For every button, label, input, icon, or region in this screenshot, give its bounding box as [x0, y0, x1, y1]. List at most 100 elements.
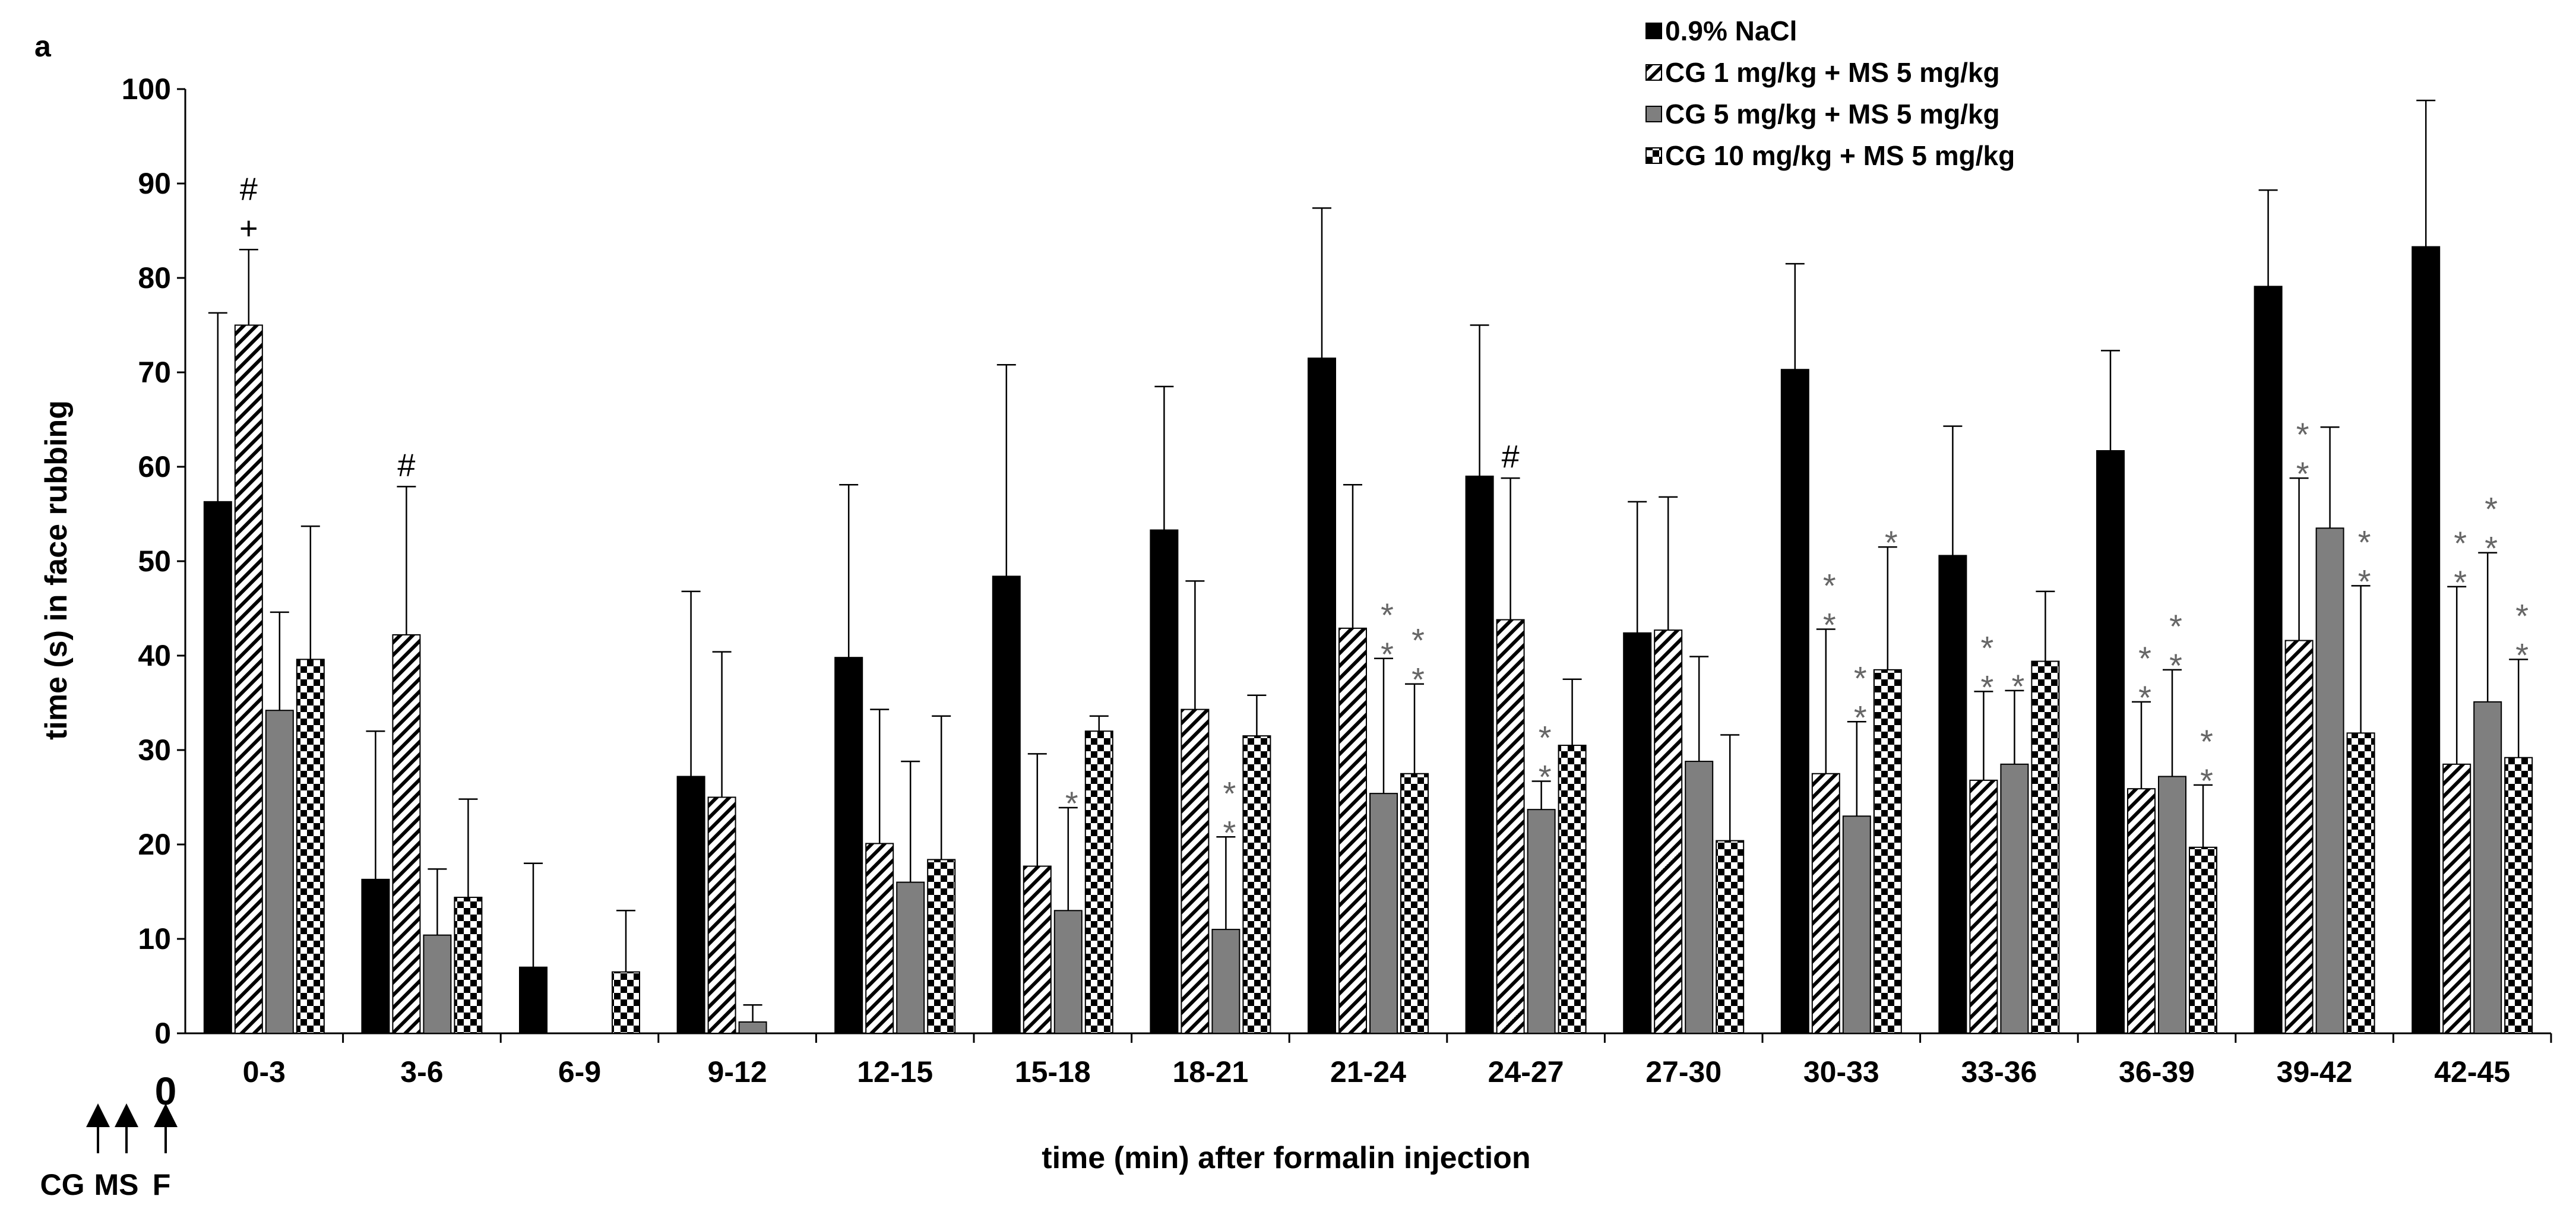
- injection-label: MS: [94, 1168, 139, 1201]
- bar: [2315, 527, 2344, 1034]
- x-tick-label: 0-3: [243, 1055, 286, 1089]
- bar: [392, 634, 421, 1034]
- y-tick-label: 80: [138, 261, 171, 295]
- bar: [2346, 732, 2375, 1034]
- significance-star: *: [1539, 758, 1552, 795]
- significance-star: *: [1223, 814, 1236, 851]
- bar: [234, 324, 263, 1034]
- bar: [738, 1021, 767, 1034]
- bar: [1150, 529, 1179, 1034]
- bar: [2284, 640, 2314, 1034]
- bar: [927, 859, 956, 1034]
- legend-swatch: [1645, 106, 1662, 122]
- bar: [707, 796, 736, 1034]
- x-tick-label: 27-30: [1645, 1055, 1721, 1089]
- significance-mark: +: [239, 210, 258, 246]
- significance-star: *: [2138, 640, 2151, 677]
- bar: [2254, 286, 2283, 1034]
- bar: [454, 897, 483, 1034]
- bar: [296, 659, 325, 1034]
- bar: [1842, 815, 1871, 1034]
- bar: [865, 843, 894, 1034]
- significance-star: *: [2454, 524, 2467, 562]
- chart-marks: 0 10 20 30 40 50 60 70 80 90 100 0-3 3-6 6-9 9-12 12-15…: [40, 72, 2552, 1201]
- significance-star: *: [2358, 562, 2371, 600]
- significance-mark: #: [1502, 439, 1520, 474]
- x-tick-label: 39-42: [2277, 1055, 2353, 1089]
- bar: [2504, 757, 2533, 1034]
- bar: [1084, 730, 1113, 1034]
- legend-label: 0.9% NaCl: [1665, 15, 1797, 46]
- significance-star: *: [2485, 530, 2498, 567]
- significance-star: *: [1381, 635, 1394, 673]
- x-tick-label: 42-45: [2434, 1055, 2510, 1089]
- bar: [1780, 369, 1809, 1034]
- time-origin-label: 0: [155, 1069, 177, 1113]
- injection-label: CG: [40, 1168, 85, 1201]
- significance-star: *: [2169, 647, 2182, 684]
- significance-star: *: [1885, 524, 1898, 561]
- bar: [2000, 763, 2029, 1034]
- significance-star: *: [2012, 667, 2025, 705]
- legend-label: CG 10 mg/kg + MS 5 mg/kg: [1665, 140, 2015, 171]
- bar: [992, 575, 1021, 1034]
- legend: 0.9% NaCl CG 1 mg/kg + MS 5 mg/kg CG 5 mg/…: [1645, 15, 2015, 171]
- bar: [519, 966, 548, 1034]
- significance-star: *: [1854, 698, 1867, 736]
- significance-star: *: [2200, 723, 2213, 760]
- y-tick-label: 100: [122, 72, 171, 106]
- bar: [612, 971, 640, 1034]
- bar: [1338, 627, 1367, 1034]
- bar: [2031, 660, 2060, 1034]
- x-tick-label: 12-15: [857, 1055, 933, 1089]
- bar: [1558, 745, 1587, 1034]
- significance-star: *: [2515, 636, 2528, 673]
- bar: [1369, 793, 1398, 1034]
- significance-star: *: [2485, 491, 2498, 528]
- legend-swatch: [1645, 23, 1662, 39]
- x-tick-label: 30-33: [1803, 1055, 1879, 1089]
- bar: [2189, 846, 2217, 1034]
- significance-star: *: [2296, 455, 2309, 492]
- y-tick-label: 70: [138, 356, 171, 389]
- significance-star: *: [2358, 523, 2371, 561]
- x-tick-label: 33-36: [1961, 1055, 2037, 1089]
- x-tick-label: 21-24: [1330, 1055, 1406, 1089]
- bar: [1811, 773, 1840, 1034]
- significance-mark: #: [240, 171, 258, 207]
- y-tick-label: 40: [138, 639, 171, 672]
- significance-star: *: [1823, 606, 1836, 643]
- x-tick-label: 24-27: [1488, 1055, 1564, 1089]
- y-tick-label: 60: [138, 450, 171, 483]
- bar: [2127, 788, 2156, 1034]
- bar: [1654, 629, 1683, 1034]
- x-tick-label: 3-6: [400, 1055, 443, 1089]
- significance-star: *: [1412, 622, 1425, 659]
- significance-mark: #: [397, 447, 415, 483]
- significance-star: *: [1854, 659, 1867, 697]
- x-tick-label: 6-9: [558, 1055, 601, 1089]
- bar: [1716, 840, 1745, 1034]
- x-axis-title: time (min) after formalin injection: [1042, 1141, 1530, 1175]
- bar: [1527, 809, 1556, 1034]
- bar: [2442, 763, 2471, 1034]
- bar: [1400, 773, 1429, 1034]
- panel-label: a: [34, 30, 52, 63]
- bar: [676, 776, 705, 1034]
- x-tick-label: 9-12: [708, 1055, 767, 1089]
- bar: [1969, 779, 1998, 1034]
- y-axis-title: time (s) in face rubbing: [39, 400, 74, 740]
- bar: [423, 934, 452, 1034]
- bar: [2412, 246, 2441, 1034]
- bar: [1181, 708, 1210, 1034]
- bar: [203, 501, 232, 1034]
- injection-label: F: [153, 1168, 171, 1201]
- bar: [265, 710, 294, 1034]
- legend-label: CG 1 mg/kg + MS 5 mg/kg: [1665, 57, 2000, 88]
- bar: [2473, 701, 2502, 1034]
- y-tick-label: 90: [138, 167, 171, 200]
- x-tick-label: 36-39: [2119, 1055, 2195, 1089]
- x-tick-label: 18-21: [1172, 1055, 1248, 1089]
- significance-star: *: [1981, 668, 1994, 706]
